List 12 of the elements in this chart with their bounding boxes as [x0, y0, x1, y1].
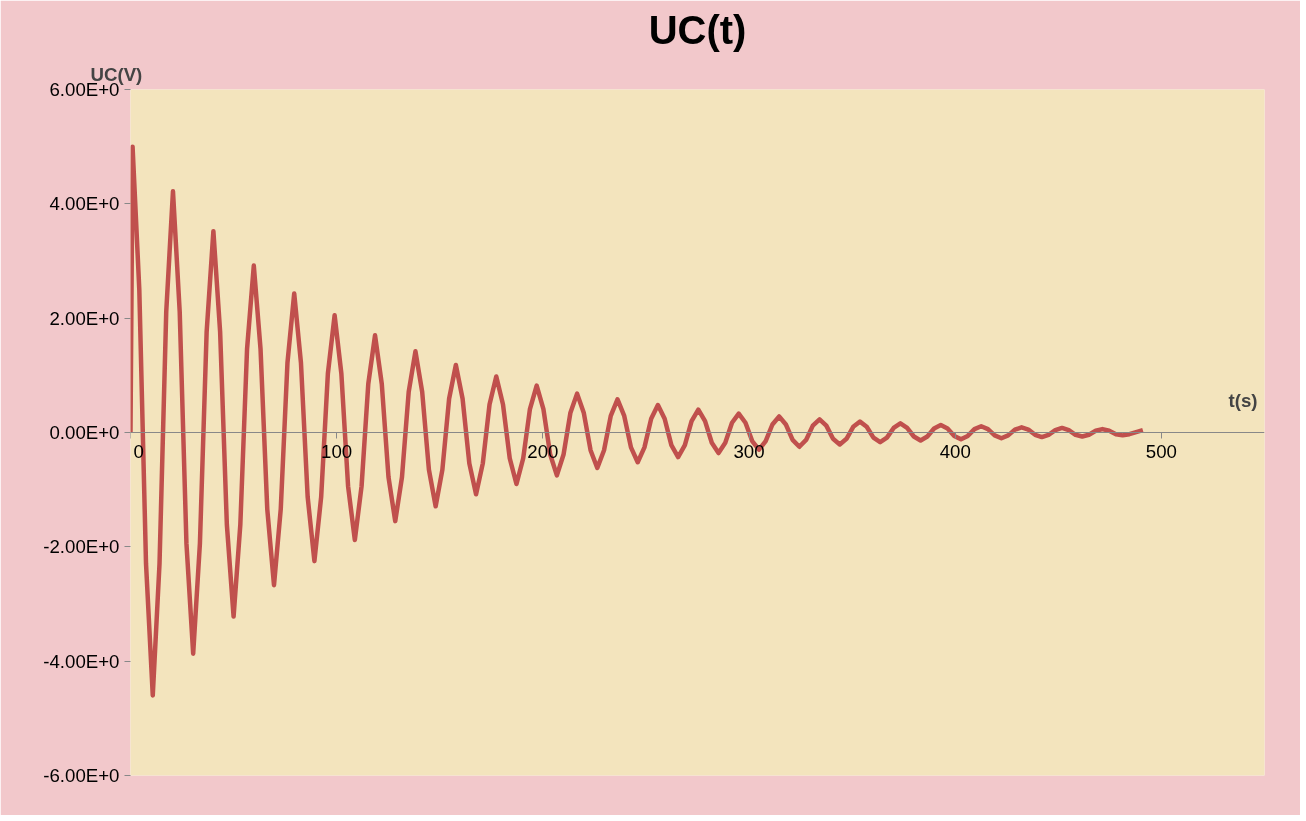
- x-axis-title: t(s): [1228, 389, 1258, 411]
- chart-title: UC(t): [648, 7, 747, 52]
- y-tick-label: -2.00E+0: [43, 536, 120, 558]
- y-tick-label: 2.00E+0: [49, 307, 120, 329]
- y-tick-label: 4.00E+0: [49, 193, 120, 215]
- x-tick-label: 500: [1145, 440, 1177, 462]
- x-tick-label: 400: [939, 440, 971, 462]
- y-tick-label: 0.00E+0: [49, 422, 120, 443]
- line-series: [130, 144, 1146, 698]
- y-tick-label: -4.00E+0: [43, 650, 120, 672]
- x-tick-label: 300: [733, 440, 765, 462]
- y-tick-label: -6.00E+0: [43, 765, 120, 786]
